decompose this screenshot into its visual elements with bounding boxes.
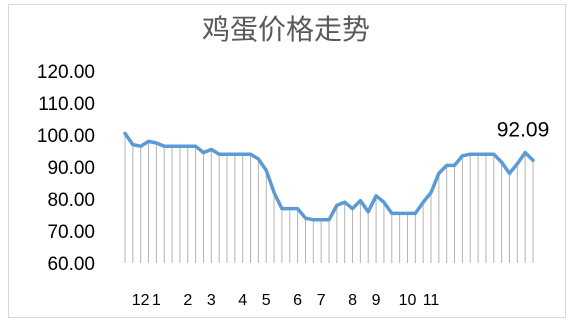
- y-axis-tick-labels: 120.00 110.00 100.00 90.00 80.00 70.00 60.00: [37, 62, 95, 275]
- x-tick-label: 10: [399, 292, 417, 309]
- x-tick-label: 6: [293, 292, 302, 309]
- y-tick-label: 80.00: [47, 190, 95, 211]
- x-tick-label: 3: [207, 292, 216, 309]
- y-tick-label: 60.00: [47, 254, 95, 275]
- y-tick-label: 70.00: [47, 222, 95, 243]
- x-tick-label: 7: [317, 292, 326, 309]
- x-tick-label: 2: [183, 292, 192, 309]
- series-line: [123, 131, 535, 222]
- x-tick-label: 12: [132, 292, 150, 309]
- y-tick-label: 120.00: [37, 62, 95, 83]
- y-tick-label: 100.00: [37, 126, 95, 147]
- chart-title: 鸡蛋价格走势: [202, 13, 370, 46]
- x-tick-label: 4: [238, 292, 247, 309]
- chart-frame: 鸡蛋价格走势 120.00 110.00 100.00 90.00 80.00 70.00…: [8, 4, 566, 318]
- series-layer: [123, 131, 535, 222]
- drop-lines: [124, 133, 534, 263]
- x-tick-label: 9: [372, 292, 381, 309]
- data-label-last-point: 92.09: [497, 118, 550, 141]
- x-tick-label: 5: [262, 292, 271, 309]
- x-tick-label: 8: [348, 292, 357, 309]
- egg-price-line-chart: 鸡蛋价格走势 120.00 110.00 100.00 90.00 80.00 70.00…: [37, 13, 550, 309]
- y-tick-label: 110.00: [38, 94, 95, 115]
- x-tick-label: 1: [152, 292, 161, 309]
- x-tick-label: 11: [423, 292, 440, 309]
- x-axis-tick-labels: 12 1 2 3 4 5 6 7 8 9 10 11: [132, 292, 440, 309]
- y-tick-label: 90.00: [47, 158, 95, 179]
